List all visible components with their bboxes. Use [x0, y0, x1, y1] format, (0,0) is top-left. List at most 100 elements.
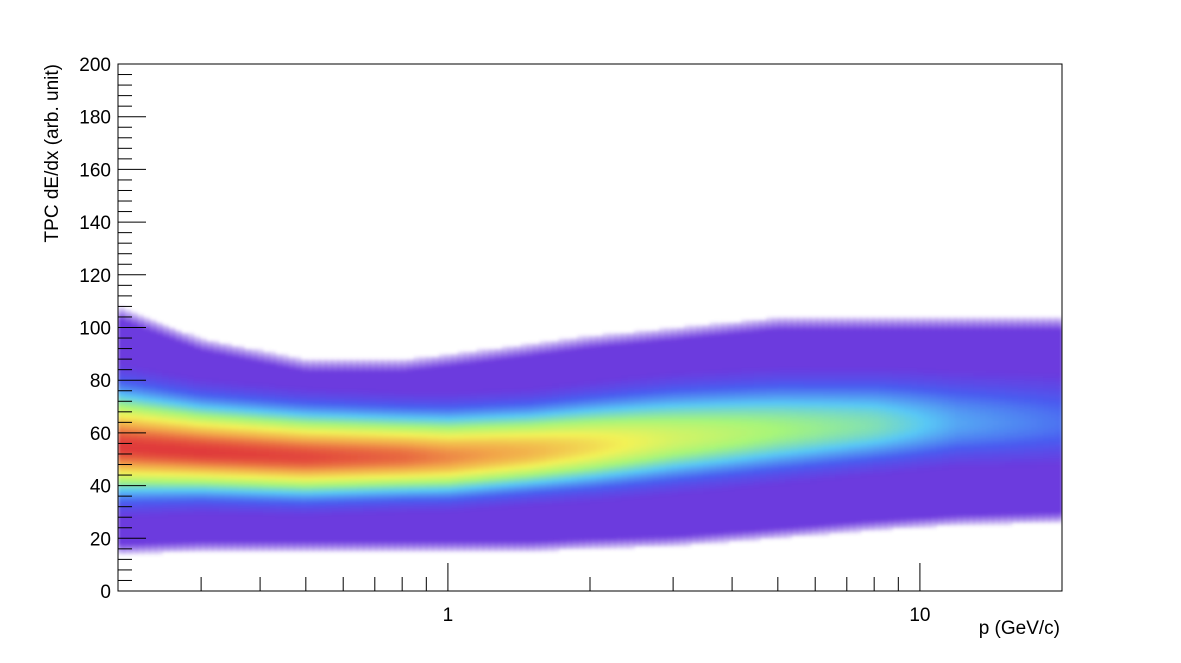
- heatmap-cell: [420, 398, 427, 402]
- heatmap-cell: [136, 324, 144, 329]
- heatmap-cell: [369, 517, 377, 521]
- heatmap-cell: [319, 430, 327, 434]
- heatmap-cell: [193, 464, 201, 468]
- heatmap-cell: [218, 504, 226, 508]
- heatmap-cell: [300, 380, 308, 384]
- heatmap-cell: [162, 403, 169, 408]
- heatmap-cell: [143, 432, 151, 437]
- heatmap-cell: [180, 377, 188, 381]
- heatmap-cell: [426, 432, 434, 437]
- heatmap-cell: [376, 451, 383, 455]
- heatmap-cell: [382, 419, 390, 423]
- heatmap-cell: [187, 409, 195, 413]
- heatmap-cell: [281, 506, 289, 510]
- heatmap-cell: [388, 472, 396, 476]
- heatmap-cell: [350, 485, 358, 489]
- heatmap-cell: [325, 543, 333, 547]
- heatmap-cell: [193, 406, 201, 410]
- heatmap-cell: [394, 506, 402, 510]
- heatmap-cell: [388, 464, 396, 468]
- heatmap-cell: [149, 390, 157, 394]
- heatmap-cell: [388, 396, 396, 400]
- heatmap-cell: [401, 451, 409, 455]
- heatmap-cell: [281, 469, 289, 474]
- heatmap-cell: [218, 493, 226, 497]
- heatmap-cell: [331, 530, 339, 534]
- heatmap-cell: [294, 422, 302, 426]
- heatmap-cell: [281, 409, 289, 413]
- heatmap-cell: [180, 382, 188, 387]
- heatmap-cell: [149, 496, 157, 500]
- heatmap-cell: [193, 377, 201, 381]
- heatmap-cell: [300, 388, 308, 392]
- heatmap-cell: [224, 546, 232, 550]
- heatmap-cell: [206, 456, 213, 460]
- heatmap-cell: [388, 548, 396, 553]
- heatmap-cell: [275, 382, 283, 387]
- heatmap-cell: [162, 535, 169, 539]
- heatmap-cell: [180, 535, 188, 539]
- heatmap-cell: [250, 382, 258, 387]
- heatmap-cell: [174, 530, 182, 534]
- heatmap-cell: [237, 509, 245, 513]
- heatmap-cell: [357, 522, 365, 526]
- heatmap-cell: [420, 546, 427, 550]
- heatmap-cell: [118, 461, 125, 466]
- heatmap-cell: [180, 369, 188, 373]
- heatmap-cell: [149, 546, 157, 550]
- heatmap-cell: [187, 446, 195, 450]
- heatmap-cell: [363, 472, 371, 476]
- heatmap-cell: [162, 496, 169, 500]
- heatmap-cell: [319, 367, 327, 371]
- heatmap-cell: [262, 393, 270, 397]
- heatmap-cell: [281, 419, 289, 423]
- heatmap-cell: [344, 359, 352, 363]
- heatmap-cell: [287, 467, 295, 471]
- heatmap-cell: [363, 488, 371, 492]
- heatmap-cell: [155, 340, 163, 344]
- heatmap-cell: [275, 506, 283, 510]
- heatmap-cell: [275, 467, 283, 471]
- heatmap-cell: [413, 406, 421, 410]
- heatmap-cell: [168, 464, 176, 468]
- heatmap-cell: [162, 477, 169, 481]
- heatmap-cell: [275, 498, 283, 502]
- heatmap-cell: [313, 527, 320, 531]
- heatmap-cell: [187, 485, 195, 489]
- heatmap-cell: [338, 501, 346, 505]
- heatmap-cell: [313, 403, 320, 408]
- heatmap-cell: [250, 406, 258, 410]
- heatmap-cell: [420, 469, 427, 474]
- heatmap-cell: [187, 414, 195, 418]
- heatmap-cell: [243, 456, 251, 460]
- heatmap-cell: [376, 496, 383, 500]
- heatmap-cell: [193, 390, 201, 394]
- heatmap-cell: [325, 417, 333, 421]
- heatmap-cell: [287, 367, 295, 371]
- heatmap-cell: [256, 435, 264, 439]
- heatmap-cell: [136, 527, 144, 531]
- heatmap-cell: [331, 427, 339, 431]
- heatmap-cell: [231, 538, 239, 542]
- heatmap-cell: [130, 514, 138, 518]
- heatmap-cell: [357, 427, 365, 431]
- heatmap-cell: [130, 377, 138, 381]
- heatmap-cell: [357, 367, 365, 371]
- heatmap-cell: [382, 548, 390, 553]
- heatmap-cell: [124, 369, 132, 373]
- heatmap-cell: [294, 506, 302, 510]
- heatmap-cell: [413, 359, 421, 363]
- heatmap-cell: [319, 527, 327, 531]
- heatmap-cell: [306, 403, 314, 408]
- heatmap-cell: [420, 361, 427, 365]
- heatmap-cell: [401, 414, 409, 418]
- heatmap-cell: [237, 480, 245, 484]
- heatmap-cell: [118, 388, 125, 392]
- heatmap-cell: [325, 382, 333, 387]
- heatmap-cell: [338, 393, 346, 397]
- heatmap-cell: [300, 538, 308, 542]
- heatmap-cell: [136, 535, 144, 539]
- heatmap-cell: [237, 367, 245, 371]
- heatmap-cell: [388, 501, 396, 505]
- heatmap-cell: [325, 401, 333, 405]
